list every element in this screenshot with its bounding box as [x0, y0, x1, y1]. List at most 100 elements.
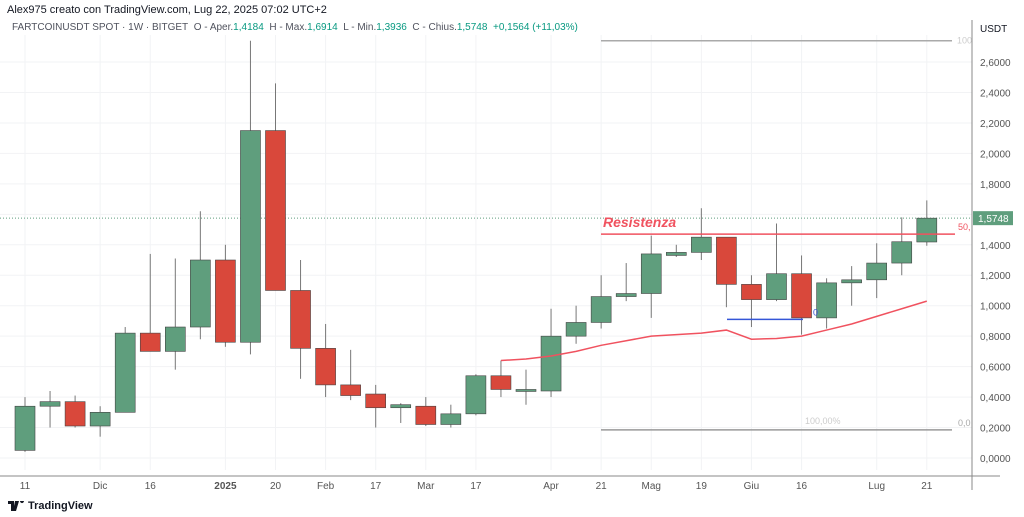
- candle-body: [741, 284, 762, 300]
- change-value: +0,1564 (+11,03%): [493, 22, 578, 33]
- candle[interactable]: [465, 374, 487, 416]
- candle[interactable]: [165, 258, 186, 370]
- candle[interactable]: [590, 275, 612, 329]
- time-tick-label: Lug: [868, 481, 885, 492]
- candle-body: [340, 384, 361, 396]
- candle-body: [315, 348, 336, 386]
- candle-body: [716, 236, 737, 285]
- candle[interactable]: [415, 397, 437, 427]
- candle-body: [515, 389, 537, 392]
- candle[interactable]: [64, 395, 86, 428]
- candle[interactable]: [791, 255, 812, 335]
- candle[interactable]: [240, 40, 261, 355]
- low-label: L - Min.: [343, 22, 377, 33]
- candle-body: [891, 241, 913, 264]
- candle[interactable]: [866, 243, 888, 299]
- price-tick-label: 1,0000: [980, 302, 1011, 313]
- chart-caption: Alex975 creato con TradingView.com, Lug …: [7, 4, 327, 16]
- symbol-name[interactable]: FARTCOINUSDT SPOT · 1W · BITGET: [12, 22, 189, 33]
- close-value: 1,5748: [456, 22, 488, 33]
- time-tick-label: Apr: [543, 481, 559, 492]
- open-label: O - Aper.: [193, 22, 234, 33]
- candle[interactable]: [640, 235, 662, 318]
- candle-body: [590, 296, 612, 323]
- time-tick-label: Feb: [317, 481, 335, 492]
- last-price-label: 1,5748: [978, 214, 1009, 225]
- candle[interactable]: [515, 369, 537, 405]
- symbol-legend: FARTCOINUSDT SPOT · 1W · BITGET O - Aper…: [12, 22, 578, 33]
- candle[interactable]: [440, 404, 462, 428]
- candle-body: [64, 401, 86, 427]
- price-tick-label: 1,8000: [980, 180, 1011, 191]
- price-tick-label: 1,4000: [980, 241, 1011, 252]
- price-tick-label: 1,2000: [980, 271, 1011, 282]
- candle-body: [866, 262, 888, 281]
- candle[interactable]: [215, 244, 236, 347]
- fib-bottom-percent: 100,00%: [805, 416, 841, 426]
- candle[interactable]: [816, 278, 837, 329]
- price-tick-label: 0,2000: [980, 424, 1011, 435]
- high-label: H - Max.: [269, 22, 308, 33]
- time-tick-label: 20: [270, 481, 282, 492]
- time-tick-label: 21: [921, 481, 933, 492]
- candle[interactable]: [265, 83, 286, 291]
- candle[interactable]: [114, 327, 136, 413]
- moving-average-line[interactable]: [500, 300, 928, 362]
- close-label: C - Chius.: [412, 22, 457, 33]
- open-value: 1,4184: [233, 22, 264, 33]
- candle[interactable]: [365, 384, 387, 428]
- price-tick-label: 0,4000: [980, 393, 1011, 404]
- candle[interactable]: [190, 211, 211, 340]
- candle[interactable]: [741, 275, 762, 328]
- candle[interactable]: [14, 397, 36, 452]
- candle-body: [265, 130, 286, 291]
- brand-name: TradingView: [28, 500, 93, 512]
- fib-top-label: 100: [957, 36, 972, 46]
- candle-body: [691, 236, 712, 253]
- candle[interactable]: [390, 403, 412, 423]
- candle[interactable]: [716, 236, 737, 308]
- candle-body: [290, 290, 311, 349]
- fib-bottom-right-label: 0,0: [958, 418, 971, 428]
- candle[interactable]: [39, 390, 61, 428]
- price-tick-label: 2,4000: [980, 88, 1011, 99]
- candle-body: [665, 252, 687, 256]
- candle[interactable]: [290, 260, 311, 379]
- candle[interactable]: [139, 253, 161, 352]
- candle[interactable]: [916, 200, 938, 246]
- candle[interactable]: [490, 360, 512, 398]
- candle[interactable]: [766, 223, 787, 302]
- price-tick-label: 0,0000: [980, 454, 1011, 465]
- candle[interactable]: [315, 323, 336, 398]
- candle-body: [139, 332, 161, 352]
- time-tick-label: Giu: [744, 481, 760, 492]
- last-price-tag: [973, 211, 1013, 226]
- time-tick-label: 16: [145, 481, 157, 492]
- price-tick-label: 0,8000: [980, 332, 1011, 343]
- candle[interactable]: [340, 349, 361, 401]
- candle-body: [240, 130, 261, 343]
- time-tick-label: 17: [470, 481, 482, 492]
- candle-body: [390, 404, 412, 409]
- time-tick-label: Mar: [417, 481, 435, 492]
- candle[interactable]: [841, 266, 862, 306]
- candle[interactable]: [565, 305, 587, 344]
- low-value: 1,3936: [376, 22, 407, 33]
- time-tick-label: 17: [370, 481, 382, 492]
- time-tick-label: Dic: [93, 481, 107, 492]
- candle[interactable]: [540, 308, 562, 398]
- fib-mid-label: 50,: [958, 222, 971, 232]
- candle-body: [465, 375, 487, 415]
- candle[interactable]: [615, 263, 637, 302]
- candle-body: [565, 322, 587, 337]
- candle-body: [114, 332, 136, 413]
- candle-body: [816, 282, 837, 319]
- candle[interactable]: [891, 217, 913, 276]
- tradingview-logo-icon: [8, 501, 24, 511]
- candle-body: [415, 405, 437, 425]
- candle[interactable]: [89, 406, 111, 437]
- candle-body: [89, 412, 111, 427]
- time-tick-label: 21: [596, 481, 608, 492]
- candle[interactable]: [665, 244, 687, 257]
